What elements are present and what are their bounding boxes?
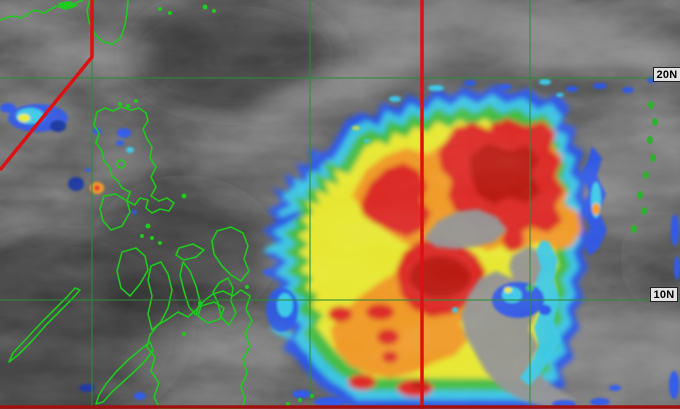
coastline-cebu (179, 261, 201, 316)
coastline-samar (211, 226, 250, 282)
coastline-leyte (212, 277, 237, 326)
coastline-mindanao (146, 289, 253, 409)
coastline-palawan (8, 287, 81, 363)
small-islands (58, 1, 314, 406)
coastline-taiwan (86, 0, 129, 45)
latitude-label-20n: 20N (653, 67, 680, 82)
coastline-negros (147, 261, 173, 331)
coastline-bohol (197, 301, 225, 324)
latitude-label-10n: 10N (650, 287, 678, 302)
coastline-luzon (93, 106, 175, 214)
weak-echo-speckles (631, 101, 658, 233)
coastline-masbate (175, 243, 205, 261)
coastline-panay (116, 247, 149, 297)
coastline-mindoro (99, 193, 131, 231)
par-boundary-northwest (0, 0, 94, 172)
coastline-zamboanga (95, 341, 154, 405)
